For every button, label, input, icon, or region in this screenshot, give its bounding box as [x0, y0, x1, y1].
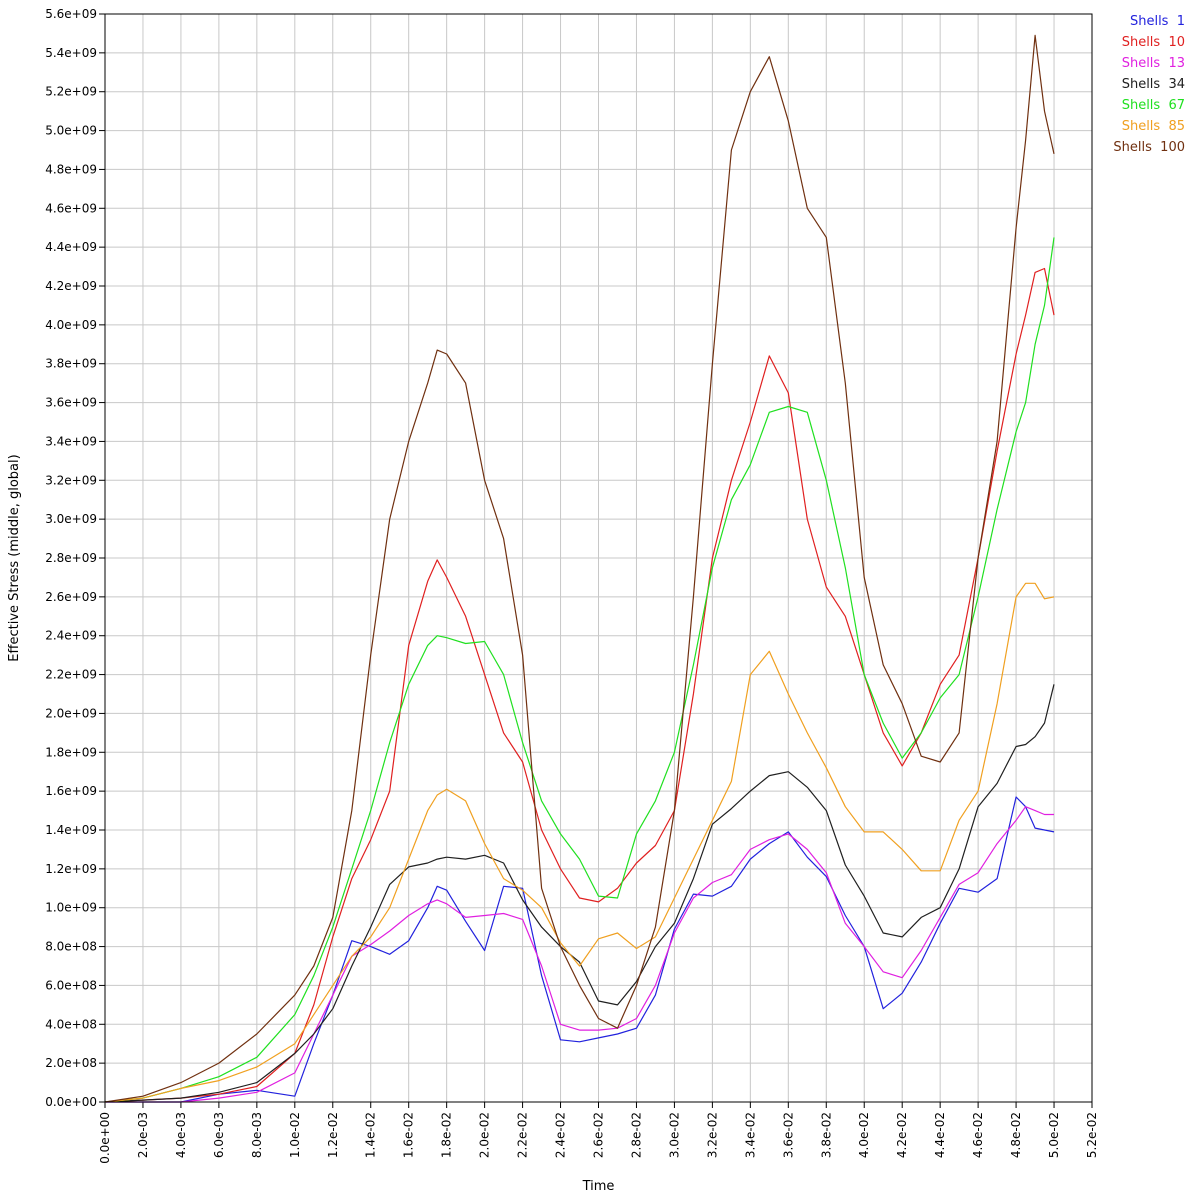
- y-tick-label: 2.0e+09: [45, 706, 97, 720]
- x-tick-label: 2.4e-02: [554, 1112, 568, 1158]
- legend-entry: Shells 13: [1122, 56, 1185, 71]
- y-tick-label: 1.2e+09: [45, 862, 97, 876]
- y-tick-label: 1.4e+09: [45, 823, 97, 837]
- y-tick-label: 2.4e+09: [45, 629, 97, 643]
- y-tick-label: 5.6e+09: [45, 7, 97, 21]
- plot-frame: [104, 13, 1093, 1103]
- y-tick-label: 3.0e+09: [45, 512, 97, 526]
- y-tick-label: 4.0e+09: [45, 318, 97, 332]
- y-tick-label: 5.4e+09: [45, 46, 97, 60]
- x-tick-label: 1.0e-02: [288, 1112, 302, 1158]
- x-tick-label: 3.6e-02: [781, 1112, 795, 1158]
- x-tick-label: 1.4e-02: [364, 1112, 378, 1158]
- x-tick-label: 6.0e-03: [212, 1112, 226, 1158]
- y-tick-label: 4.6e+09: [45, 201, 97, 215]
- x-tick-label: 5.0e-02: [1047, 1112, 1061, 1158]
- x-tick-label: 4.2e-02: [895, 1112, 909, 1158]
- legend-entry: Shells 10: [1122, 35, 1185, 50]
- y-tick-label: 1.0e+09: [45, 901, 97, 915]
- x-tick-label: 4.0e-02: [857, 1112, 871, 1158]
- y-tick-label: 3.4e+09: [45, 434, 97, 448]
- y-tick-label: 3.6e+09: [45, 396, 97, 410]
- x-axis-ticks: 0.0e+00 2.0e-03 4.0e-03 6.0e-03 8.0e-03 1.0e-…: [98, 1102, 1099, 1164]
- legend-entry: Shells 85: [1122, 119, 1185, 134]
- x-tick-label: 2.6e-02: [592, 1112, 606, 1158]
- y-tick-label: 4.0e+08: [45, 1017, 97, 1031]
- series-line-6: [104, 582, 1055, 1103]
- series-line-3: [105, 806, 1054, 1103]
- legend-entry: Shells 1: [1130, 14, 1185, 29]
- x-tick-label: 4.8e-02: [1009, 1112, 1023, 1158]
- x-tick-label: 2.0e-03: [136, 1112, 150, 1158]
- legend-entry: Shells 67: [1122, 98, 1185, 113]
- x-tick-label: 4.4e-02: [933, 1112, 947, 1158]
- x-tick-label: 1.2e-02: [326, 1112, 340, 1158]
- legend-entry: Shells 100: [1113, 140, 1185, 155]
- y-tick-label: 4.8e+09: [45, 162, 97, 176]
- x-tick-label: 3.0e-02: [667, 1112, 681, 1158]
- legend-entry: Shells 34: [1122, 77, 1185, 92]
- y-tick-label: 1.6e+09: [45, 784, 97, 798]
- y-tick-label: 3.2e+09: [45, 473, 97, 487]
- x-axis-label: Time: [582, 1179, 615, 1194]
- y-tick-label: 5.0e+09: [45, 124, 97, 138]
- x-tick-label: 3.2e-02: [705, 1112, 719, 1158]
- series-line-1: [105, 796, 1055, 1103]
- y-tick-label: 2.0e+08: [45, 1056, 97, 1070]
- x-tick-label: 3.8e-02: [819, 1112, 833, 1158]
- series-line-2: [104, 267, 1055, 1103]
- x-tick-label: 2.8e-02: [629, 1112, 643, 1158]
- x-tick-label: 0.0e+00: [98, 1112, 112, 1164]
- y-tick-label: 4.4e+09: [45, 240, 97, 254]
- x-tick-label: 2.0e-02: [478, 1112, 492, 1158]
- y-axis-label: Effective Stress (middle, global): [7, 454, 22, 661]
- y-tick-label: 2.6e+09: [45, 590, 97, 604]
- series-line-7: [104, 34, 1055, 1103]
- y-tick-label: 4.2e+09: [45, 279, 97, 293]
- x-tick-label: 5.2e-02: [1085, 1112, 1099, 1158]
- grid-lines: [104, 13, 1093, 1103]
- x-tick-label: 1.6e-02: [402, 1112, 416, 1158]
- x-tick-label: 2.2e-02: [516, 1112, 530, 1158]
- y-tick-label: 2.8e+09: [45, 551, 97, 565]
- y-axis-ticks: 0.0e+00 2.0e+08 4.0e+08 6.0e+08 8.0e+08 1.0e+…: [45, 7, 105, 1109]
- series-lines: [104, 34, 1055, 1103]
- x-tick-label: 1.8e-02: [440, 1112, 454, 1158]
- y-tick-label: 5.2e+09: [45, 85, 97, 99]
- series-line-5: [104, 237, 1055, 1103]
- series-line-4: [104, 684, 1055, 1103]
- x-tick-label: 4.0e-03: [174, 1112, 188, 1158]
- y-tick-label: 0.0e+00: [45, 1095, 97, 1109]
- y-tick-label: 8.0e+08: [45, 940, 97, 954]
- y-tick-label: 6.0e+08: [45, 978, 97, 992]
- x-tick-label: 8.0e-03: [250, 1112, 264, 1158]
- legend: Shells 1 Shells 10 Shells 13 Shells 34 Shell…: [1113, 14, 1185, 155]
- x-tick-label: 3.4e-02: [743, 1112, 757, 1158]
- y-tick-label: 3.8e+09: [45, 357, 97, 371]
- y-tick-label: 1.8e+09: [45, 745, 97, 759]
- y-tick-label: 2.2e+09: [45, 668, 97, 682]
- x-tick-label: 4.6e-02: [971, 1112, 985, 1158]
